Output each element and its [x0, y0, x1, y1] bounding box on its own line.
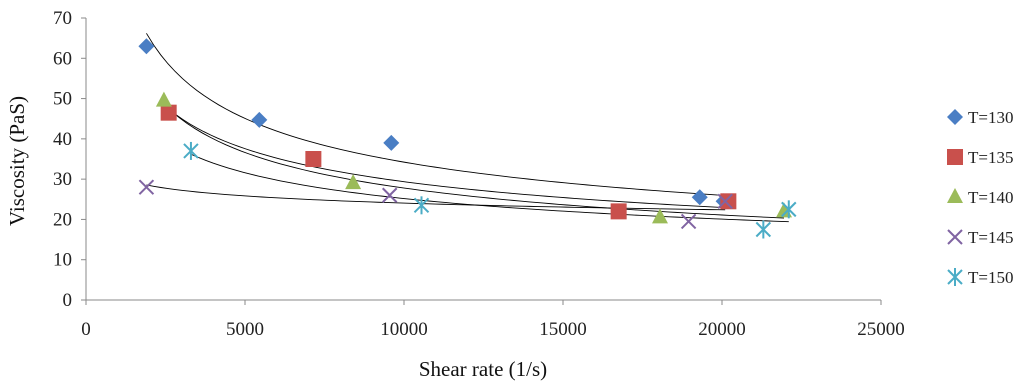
- y-tick-label: 40: [53, 129, 72, 150]
- data-point-t-140: [155, 91, 172, 107]
- data-point-t-150: [755, 220, 772, 239]
- x-axis-label: Shear rate (1/s): [419, 357, 547, 381]
- y-tick-label: 0: [63, 290, 73, 311]
- legend-item-t-140: T=140: [947, 188, 1013, 207]
- legend-label: T=145: [968, 228, 1013, 247]
- data-point-t-130: [383, 134, 400, 151]
- y-tick-label: 70: [53, 8, 72, 29]
- data-point-t-135: [305, 151, 322, 167]
- data-point-t-150: [183, 141, 199, 160]
- x-tick-label: 5000: [226, 319, 264, 340]
- data-point-t-140: [651, 208, 668, 224]
- data-point-t-145: [138, 179, 155, 195]
- axes: 0 10 20 30 40 50 60 70 0 5000 10000 15000 20000 25000: [53, 8, 905, 340]
- trendlines: [146, 33, 789, 223]
- x-tick-label: 15000: [539, 319, 587, 340]
- data-point-t-145: [381, 187, 398, 203]
- y-tick-label: 10: [53, 250, 72, 271]
- legend-label: T=135: [968, 148, 1013, 167]
- x-tick-label: 0: [81, 319, 91, 340]
- legend-label: T=130: [968, 108, 1013, 127]
- data-point-t-135: [720, 193, 737, 210]
- trendline-t-145: [146, 184, 726, 211]
- trendline-t-150: [190, 153, 789, 223]
- legend-label: T=140: [968, 188, 1013, 207]
- x-tick-label: 20000: [698, 319, 746, 340]
- y-tick-label: 30: [53, 169, 72, 190]
- legend-marker: [947, 188, 963, 203]
- data-point-t-135: [160, 104, 177, 121]
- legend-marker: [947, 229, 963, 245]
- legend-item-t-130: T=130: [947, 108, 1013, 127]
- data-point-t-130: [251, 111, 268, 128]
- legend-marker: [947, 268, 963, 286]
- legend-item-t-150: T=150: [947, 268, 1013, 287]
- x-tick-label: 10000: [380, 319, 428, 340]
- y-tick-label: 60: [53, 48, 72, 69]
- legend-item-t-145: T=145: [947, 228, 1013, 247]
- legend-item-t-135: T=135: [947, 148, 1013, 167]
- data-point-t-145: [717, 193, 733, 210]
- trendline-t-140: [163, 103, 785, 219]
- y-tick-label: 50: [53, 89, 72, 110]
- legend: T=130 T=135 T=140 T=145 T=150: [947, 108, 1013, 287]
- y-axis-label: Viscosity (PaS): [5, 96, 29, 226]
- trendline-t-135: [168, 108, 729, 209]
- data-point-t-150: [413, 196, 430, 215]
- data-point-t-130: [691, 189, 708, 206]
- data-point-t-135: [610, 203, 627, 220]
- legend-label: T=150: [968, 268, 1013, 287]
- data-point-t-145: [680, 213, 697, 230]
- data-points: [138, 38, 797, 239]
- y-tick-label: 20: [53, 209, 72, 230]
- x-tick-label: 25000: [857, 319, 905, 340]
- data-point-t-150: [781, 200, 797, 219]
- legend-marker: [947, 149, 963, 165]
- data-point-t-140: [345, 174, 362, 190]
- legend-marker: [947, 109, 963, 125]
- trendline-t-130: [146, 33, 724, 196]
- data-point-t-130: [138, 38, 155, 55]
